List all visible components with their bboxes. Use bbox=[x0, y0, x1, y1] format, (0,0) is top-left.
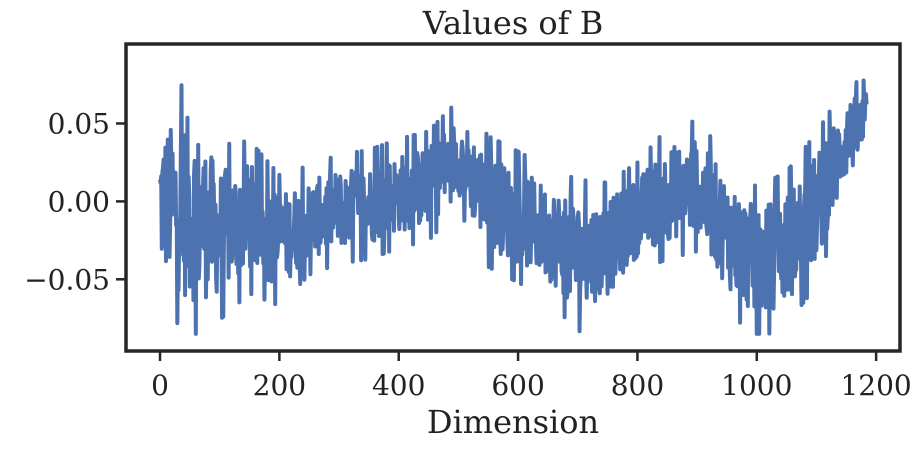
x-tick-label: 1000 bbox=[721, 369, 792, 402]
x-axis-title: Dimension bbox=[427, 403, 599, 441]
x-tick-label: 200 bbox=[253, 369, 306, 402]
x-tick-label: 800 bbox=[611, 369, 664, 402]
x-axis: 0 200 400 600 800 1000 1200 bbox=[151, 351, 912, 402]
x-tick-label: 0 bbox=[151, 369, 169, 402]
y-tick-label: −0.05 bbox=[24, 263, 110, 296]
series-line bbox=[158, 78, 869, 336]
y-tick-label: 0.05 bbox=[48, 107, 110, 140]
plot-frame bbox=[124, 42, 902, 353]
y-tick-label: 0.00 bbox=[48, 185, 110, 218]
x-tick-label: 600 bbox=[491, 369, 544, 402]
y-axis: 0.05 0.00 −0.05 bbox=[24, 107, 126, 296]
x-tick-label: 400 bbox=[372, 369, 425, 402]
chart-title: Values of B bbox=[422, 4, 603, 42]
series-layer bbox=[158, 78, 869, 336]
x-tick-label: 1200 bbox=[840, 369, 911, 402]
